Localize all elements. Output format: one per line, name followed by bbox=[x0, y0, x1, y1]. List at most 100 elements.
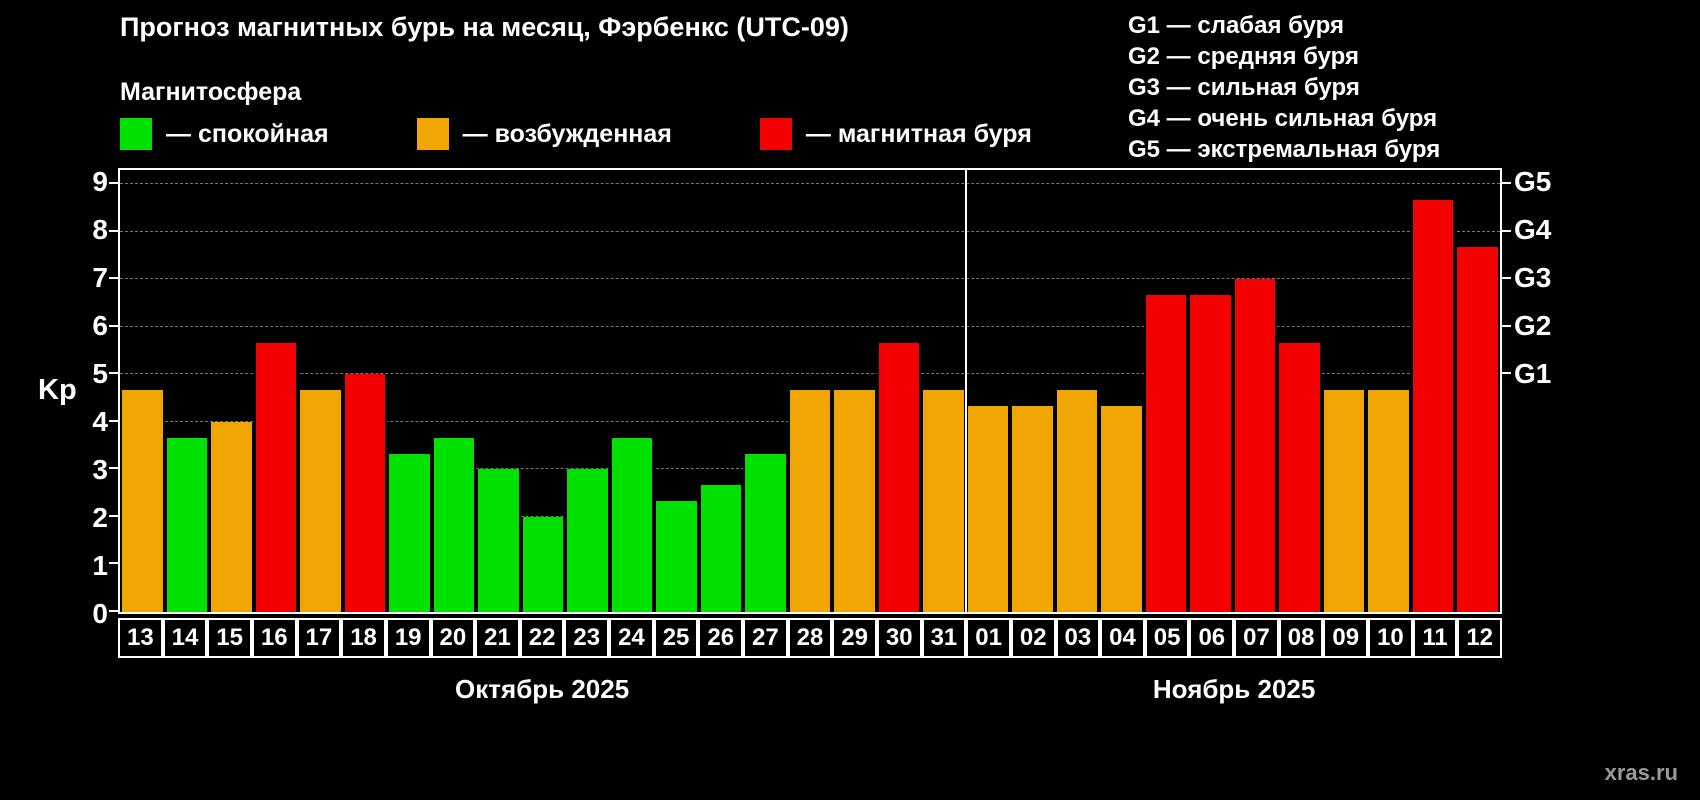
day-label-31: 31 bbox=[921, 618, 967, 658]
day-label-14: 14 bbox=[162, 618, 208, 658]
g-tick-label-G5: G5 bbox=[1514, 166, 1552, 198]
left-tick-kp-3 bbox=[109, 467, 118, 470]
magnetosphere-subtitle: Магнитосфера bbox=[120, 78, 302, 106]
day-label-12: 12 bbox=[1457, 618, 1502, 658]
left-tick-kp-9 bbox=[109, 182, 118, 185]
g-tick-label-G2: G2 bbox=[1514, 310, 1552, 342]
bar-day-18 bbox=[342, 374, 388, 612]
gridline-kp-8 bbox=[120, 230, 1500, 232]
day-label-26: 26 bbox=[698, 618, 744, 658]
day-label-29: 29 bbox=[832, 618, 877, 658]
gridline-kp-9 bbox=[120, 183, 1500, 185]
bar-day-26 bbox=[698, 485, 744, 612]
day-label-24: 24 bbox=[609, 618, 654, 658]
right-tick-G4 bbox=[1502, 229, 1511, 232]
plot-area bbox=[109, 168, 1511, 614]
g-scale-legend: G1 — слабая буря G2 — средняя буря G3 — … bbox=[1128, 10, 1440, 165]
day-label-08: 08 bbox=[1278, 618, 1324, 658]
left-tick-kp-1 bbox=[109, 562, 118, 565]
y-tick-label-8: 8 bbox=[92, 214, 108, 246]
right-tick-G5 bbox=[1502, 182, 1511, 185]
day-label-21: 21 bbox=[475, 618, 520, 658]
bar-day-31 bbox=[921, 390, 966, 612]
left-tick-kp-2 bbox=[109, 514, 118, 517]
excited-label: — возбужденная bbox=[462, 119, 672, 148]
left-tick-kp-0 bbox=[109, 610, 118, 612]
bar-day-13 bbox=[120, 390, 165, 612]
gridline-kp-7 bbox=[120, 278, 1500, 280]
day-label-17: 17 bbox=[296, 618, 342, 658]
gridline-kp-5 bbox=[120, 373, 1500, 375]
y-tick-label-9: 9 bbox=[92, 166, 108, 198]
y-tick-label-5: 5 bbox=[92, 358, 108, 390]
left-tick-kp-4 bbox=[109, 419, 118, 422]
g4-legend-line: G4 — очень сильная буря bbox=[1128, 105, 1438, 132]
day-label-11: 11 bbox=[1412, 618, 1458, 658]
bar-day-08 bbox=[1277, 342, 1322, 612]
page-title: Прогноз магнитных бурь на месяц, Фэрбенк… bbox=[120, 12, 849, 42]
legend-item-storm: — магнитная буря bbox=[759, 118, 1032, 150]
y-tick-label-7: 7 bbox=[92, 262, 108, 294]
day-label-19: 19 bbox=[385, 618, 431, 658]
month-axis: Октябрь 2025 Ноябрь 2025 bbox=[118, 674, 1502, 708]
left-tick-kp-5 bbox=[109, 372, 118, 375]
watermark: xras.ru bbox=[1604, 760, 1678, 785]
y-tick-label-0: 0 bbox=[92, 598, 108, 629]
bar-day-19 bbox=[387, 453, 432, 612]
right-tick-G1 bbox=[1502, 372, 1511, 375]
left-tick-kp-7 bbox=[109, 277, 118, 280]
bar-day-29 bbox=[832, 390, 877, 612]
g-tick-label-G1: G1 bbox=[1514, 358, 1552, 390]
day-axis: 13 14 15 16 17 18 19 20 21 22 23 24 25 26 27 28 29 30 31 01… bbox=[118, 618, 1502, 658]
day-label-13: 13 bbox=[118, 618, 163, 658]
left-tick-kp-8 bbox=[109, 229, 118, 232]
y-axis-title: Kp bbox=[38, 374, 77, 406]
day-label-07: 07 bbox=[1234, 618, 1279, 658]
g-tick-label-G4: G4 bbox=[1514, 214, 1552, 246]
y-axis-tick-labels: 0 1 2 3 4 5 6 7 8 9 bbox=[58, 166, 108, 629]
legend-item-excited: — возбужденная bbox=[416, 118, 672, 150]
day-label-02: 02 bbox=[1010, 618, 1056, 658]
bar-day-15 bbox=[209, 421, 254, 612]
quiet-label: — спокойная bbox=[166, 119, 329, 148]
bar-day-14 bbox=[164, 437, 210, 612]
y-tick-label-4: 4 bbox=[92, 406, 108, 438]
y-tick-label-6: 6 bbox=[92, 310, 108, 342]
bar-day-06 bbox=[1188, 295, 1233, 612]
bar-day-09 bbox=[1321, 390, 1367, 612]
day-label-28: 28 bbox=[787, 618, 833, 658]
bar-day-04 bbox=[1099, 406, 1144, 612]
bar-day-24 bbox=[609, 437, 655, 612]
y-tick-label-3: 3 bbox=[92, 454, 108, 486]
day-label-03: 03 bbox=[1055, 618, 1101, 658]
g5-legend-line: G5 — экстремальная буря bbox=[1128, 136, 1441, 163]
bar-day-23 bbox=[565, 469, 610, 612]
bar-day-27 bbox=[743, 453, 788, 612]
month-label-0: Октябрь 2025 bbox=[455, 674, 630, 704]
bar-day-05 bbox=[1143, 295, 1189, 612]
bar-day-17 bbox=[298, 390, 343, 612]
gridline-kp-6 bbox=[120, 325, 1500, 327]
bar-day-21 bbox=[476, 469, 521, 612]
legend-item-quiet: — спокойная bbox=[120, 118, 329, 150]
right-tick-G3 bbox=[1502, 277, 1511, 280]
y-tick-label-2: 2 bbox=[92, 502, 108, 534]
bar-day-12 bbox=[1455, 247, 1500, 612]
day-label-30: 30 bbox=[876, 618, 922, 658]
bar-day-22 bbox=[520, 516, 566, 612]
day-label-16: 16 bbox=[251, 618, 297, 658]
bar-day-11 bbox=[1410, 199, 1456, 612]
bar-day-25 bbox=[654, 501, 699, 612]
bar-day-01 bbox=[965, 406, 1011, 612]
quiet-color-swatch bbox=[120, 118, 152, 150]
g3-legend-line: G3 — сильная буря bbox=[1128, 74, 1360, 101]
day-label-15: 15 bbox=[207, 618, 252, 658]
bar-day-20 bbox=[431, 437, 477, 612]
g-axis-tick-labels: G1 G2 G3 G4 G5 bbox=[1514, 166, 1584, 614]
bar-day-16 bbox=[253, 342, 299, 612]
bar-day-28 bbox=[787, 390, 833, 612]
day-label-04: 04 bbox=[1100, 618, 1145, 658]
month-label-1: Ноябрь 2025 bbox=[1152, 674, 1316, 704]
month-separator-line bbox=[964, 170, 967, 612]
g-tick-label-G3: G3 bbox=[1514, 262, 1552, 294]
